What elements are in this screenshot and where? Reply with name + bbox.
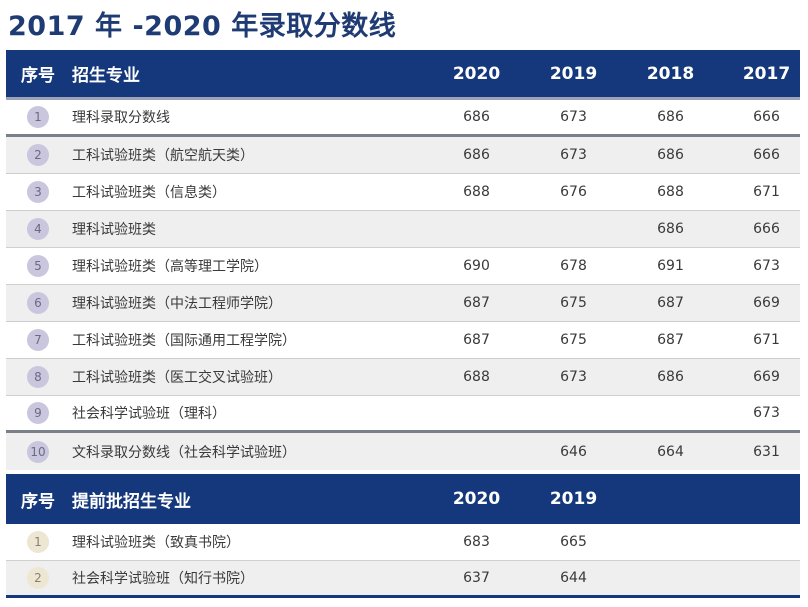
major-name: 理科试验班类（中法工程师学院） (72, 296, 282, 312)
row-number-badge: 2 (27, 144, 49, 166)
score-2018: 687 (657, 332, 684, 348)
table-row: 9 社会科学试验班（理科） 673 (6, 396, 800, 433)
row-number-badge: 2 (27, 567, 49, 589)
row-number-badge: 6 (27, 292, 49, 314)
score-2017: 631 (753, 443, 780, 460)
score-2019: 673 (560, 109, 587, 125)
page-title: 2017 年 -2020 年录取分数线 (8, 11, 397, 42)
score-2017: 669 (753, 295, 780, 311)
header-no: 序号 (21, 66, 55, 86)
table-header: 序号 招生专业 2020 2019 2018 2017 (6, 50, 800, 100)
score-2020: 687 (463, 295, 490, 311)
row-number-badge: 4 (27, 218, 49, 240)
major-name: 工科试验班类（医工交叉试验班） (72, 370, 282, 386)
score-2017: 671 (753, 184, 780, 200)
major-name: 理科试验班类（致真书院） (72, 535, 240, 551)
score-2017: 666 (753, 221, 780, 237)
score-2018: 686 (657, 369, 684, 385)
major-name: 理科录取分数线 (72, 110, 170, 126)
major-name: 工科试验班类（航空航天类） (72, 148, 254, 164)
score-2017: 673 (753, 258, 780, 274)
row-number-badge: 1 (27, 106, 49, 128)
row-number-badge: 8 (27, 366, 49, 388)
major-name: 工科试验班类（国际通用工程学院） (72, 333, 296, 349)
score-2019: 644 (560, 570, 587, 586)
score-2019: 678 (560, 258, 587, 274)
header-year-2020: 2020 (452, 489, 501, 509)
early-batch-score-table: 序号 提前批招生专业 2020 2019 1 理科试验班类（致真书院） 683 … (6, 474, 800, 598)
row-number-badge: 3 (27, 181, 49, 203)
table-header: 序号 提前批招生专业 2020 2019 (6, 474, 800, 524)
score-2020: 688 (463, 184, 490, 200)
table-row: 1 理科录取分数线 686 673 686 666 (6, 100, 800, 137)
header-no: 序号 (21, 491, 55, 512)
header-year-2019: 2019 (549, 489, 598, 509)
header-year-2019: 2019 (549, 63, 598, 84)
score-2020: 686 (463, 147, 490, 163)
major-name: 社会科学试验班（理科） (72, 406, 226, 422)
score-2018: 686 (657, 109, 684, 125)
row-number-badge: 7 (27, 329, 49, 351)
major-name: 理科试验班类（高等理工学院） (72, 259, 268, 275)
header-major: 招生专业 (72, 66, 140, 86)
table-row: 3 工科试验班类（信息类） 688 676 688 671 (6, 174, 800, 211)
score-2018: 688 (657, 184, 684, 200)
row-number-badge: 10 (27, 440, 49, 463)
major-name: 理科试验班类 (72, 222, 156, 238)
header-major: 提前批招生专业 (72, 491, 191, 512)
score-2019: 673 (560, 369, 587, 385)
table-row: 6 理科试验班类（中法工程师学院） 687 675 687 669 (6, 285, 800, 322)
score-2017: 666 (753, 147, 780, 163)
score-2019: 675 (560, 332, 587, 348)
score-2018: 687 (657, 295, 684, 311)
table-row: 5 理科试验班类（高等理工学院） 690 678 691 673 (6, 248, 800, 285)
score-2020: 687 (463, 332, 490, 348)
score-2019: 675 (560, 295, 587, 311)
table-row: 10 文科录取分数线（社会科学试验班） 646 664 631 (6, 433, 800, 470)
row-number-badge: 9 (27, 402, 49, 424)
score-2020: 690 (463, 258, 490, 274)
score-2018: 691 (657, 258, 684, 274)
score-2017: 673 (753, 405, 780, 421)
major-name: 工科试验班类（信息类） (72, 185, 226, 201)
score-2019: 665 (560, 534, 587, 550)
header-year-2017: 2017 (742, 63, 791, 84)
table-row: 8 工科试验班类（医工交叉试验班） 688 673 686 669 (6, 359, 800, 396)
score-2019: 676 (560, 184, 587, 200)
score-2020: 686 (463, 109, 490, 125)
score-2020: 683 (463, 534, 490, 550)
score-2020: 688 (463, 369, 490, 385)
header-year-2018: 2018 (646, 63, 695, 84)
score-2017: 669 (753, 369, 780, 385)
score-2020: 637 (463, 570, 490, 586)
admission-score-table: 序号 招生专业 2020 2019 2018 2017 1 理科录取分数线 68… (6, 50, 800, 470)
table-row: 7 工科试验班类（国际通用工程学院） 687 675 687 671 (6, 322, 800, 359)
score-2019: 646 (560, 443, 587, 460)
score-2018: 686 (657, 147, 684, 163)
row-number-badge: 1 (27, 531, 49, 553)
table-row: 1 理科试验班类（致真书院） 683 665 (6, 524, 800, 561)
major-name: 文科录取分数线（社会科学试验班） (72, 444, 296, 461)
table-row: 2 社会科学试验班（知行书院） 637 644 (6, 561, 800, 598)
row-number-badge: 5 (27, 255, 49, 277)
header-year-2020: 2020 (452, 63, 501, 84)
score-2017: 666 (753, 109, 780, 125)
score-2018: 686 (657, 221, 684, 237)
table-row: 4 理科试验班类 686 666 (6, 211, 800, 248)
major-name: 社会科学试验班（知行书院） (72, 571, 254, 587)
score-2018: 664 (657, 443, 684, 460)
score-2019: 673 (560, 147, 587, 163)
score-2017: 671 (753, 332, 780, 348)
table-row: 2 工科试验班类（航空航天类） 686 673 686 666 (6, 137, 800, 174)
